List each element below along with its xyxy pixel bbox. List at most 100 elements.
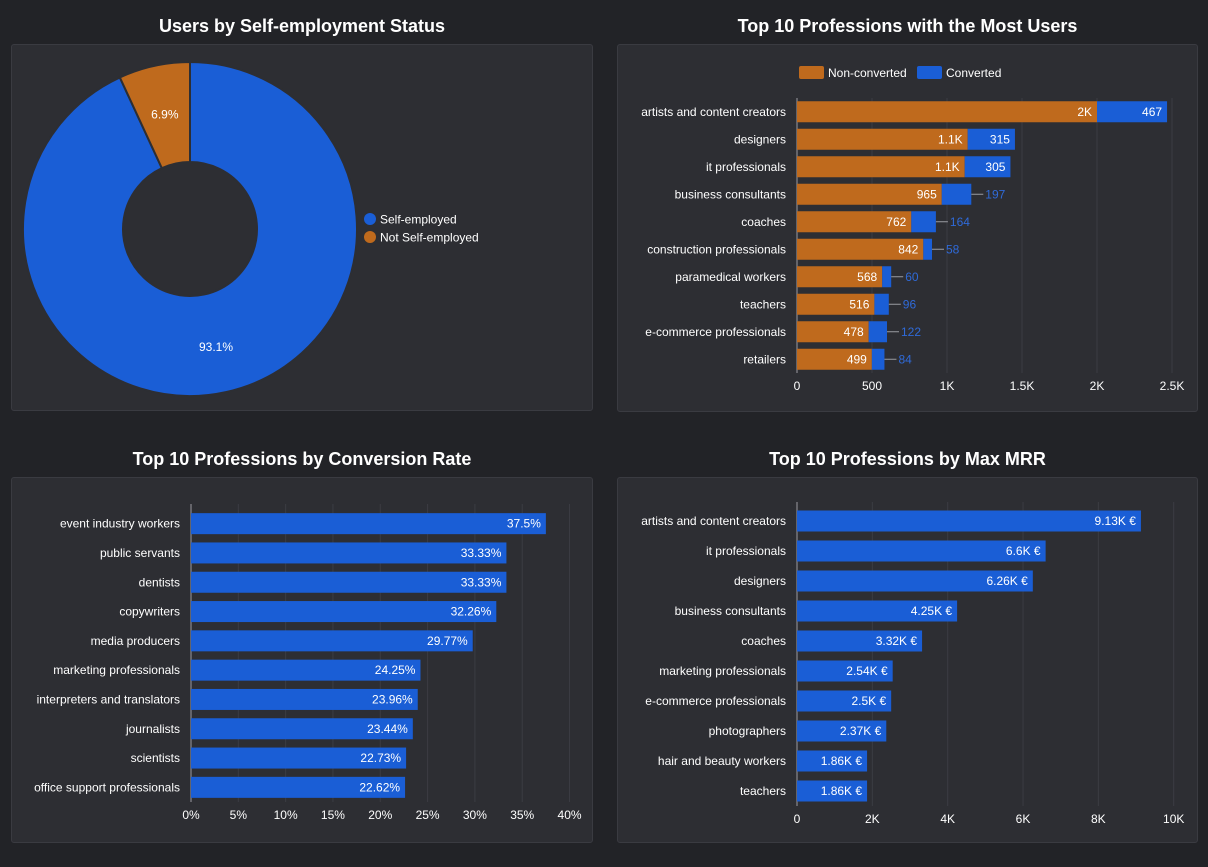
bar[interactable] [797, 720, 887, 742]
bar[interactable] [191, 513, 546, 535]
category-label: it professionals [706, 544, 786, 558]
bar[interactable] [191, 542, 507, 564]
bar[interactable] [797, 780, 868, 802]
bar-converted[interactable] [941, 183, 972, 205]
category-label: marketing professionals [659, 664, 786, 678]
chart-title-self-employment: Users by Self-employment Status [158, 16, 446, 36]
bar-non-converted[interactable] [797, 101, 1097, 123]
legend-label-not-self-employed[interactable]: Not Self-employed [380, 231, 479, 245]
category-label: copywriters [119, 605, 180, 619]
x-tick-label: 30% [463, 808, 487, 822]
bar-converted[interactable] [874, 293, 889, 315]
bar-converted[interactable] [1097, 101, 1168, 123]
bar-value-label: 197 [985, 187, 1005, 201]
x-tick-label: 6K [1016, 812, 1031, 826]
bar-non-converted[interactable] [797, 348, 872, 370]
x-tick-label: 5% [230, 808, 248, 822]
bar-value-label: 84 [898, 352, 912, 366]
category-label: paramedical workers [675, 270, 786, 284]
category-label: coaches [741, 634, 786, 648]
donut-chart: 93.1% 6.9% Self-employed Not Self-employ… [22, 60, 479, 397]
category-label: retailers [743, 352, 786, 366]
bar-converted[interactable] [964, 156, 1011, 178]
category-label: e-commerce professionals [645, 694, 786, 708]
bar-value-label: 516 [849, 297, 869, 311]
bar[interactable] [191, 776, 406, 798]
bar-non-converted[interactable] [797, 321, 869, 343]
bar-non-converted[interactable] [797, 128, 968, 150]
bar[interactable] [191, 571, 507, 593]
bar-value-label: 22.62% [359, 780, 400, 794]
bar-value-label: 762 [886, 215, 906, 229]
slice-label-self-employed: 93.1% [199, 340, 233, 354]
legend-label-converted[interactable]: Converted [946, 66, 1001, 80]
legend-label-self-employed[interactable]: Self-employed [380, 213, 457, 227]
bar[interactable] [797, 540, 1046, 562]
panel-top-professions-users: Non-converted Converted 0 500 1K 1.5K 2K 2.5K… [617, 44, 1198, 412]
bar-value-label: 96 [903, 297, 917, 311]
bar[interactable] [191, 718, 413, 740]
bar[interactable] [797, 510, 1141, 532]
legend-label-non-converted[interactable]: Non-converted [828, 66, 907, 80]
x-tick-label: 10K [1163, 812, 1184, 826]
bar[interactable] [191, 659, 421, 681]
category-label: designers [734, 132, 786, 146]
bar[interactable] [797, 570, 1033, 592]
x-tick-label: 20% [368, 808, 392, 822]
bar-converted[interactable] [868, 321, 887, 343]
x-tick-label: 2K [865, 812, 880, 826]
x-tick-label: 1K [940, 379, 955, 393]
bar-non-converted[interactable] [797, 238, 924, 260]
bar-non-converted[interactable] [797, 293, 875, 315]
bar-converted[interactable] [882, 266, 892, 288]
category-label: coaches [741, 215, 786, 229]
bar[interactable] [191, 688, 418, 710]
bar[interactable] [797, 660, 893, 682]
bar-chart-max-mrr: 0 2K 4K 6K 8K 10K artists and content creators… [641, 502, 1184, 826]
category-label: teachers [740, 784, 786, 798]
bar[interactable] [797, 630, 923, 652]
bar-value-label: 1.1K [935, 160, 960, 174]
bar[interactable] [191, 747, 407, 769]
bar-converted[interactable] [923, 238, 932, 260]
bar[interactable] [797, 690, 892, 712]
x-tick-label: 15% [321, 808, 345, 822]
bar[interactable] [797, 750, 868, 772]
bar-value-label: 499 [847, 352, 867, 366]
x-tick-label: 35% [510, 808, 534, 822]
bar-value-label: 305 [985, 160, 1005, 174]
category-label: interpreters and translators [37, 692, 180, 706]
bar-converted[interactable] [967, 128, 1015, 150]
bar-value-label: 164 [950, 215, 970, 229]
bar-value-label: 965 [917, 187, 937, 201]
bar-value-label: 1.86K € [821, 754, 863, 768]
bar[interactable] [191, 601, 497, 623]
category-label: teachers [740, 297, 786, 311]
bar-non-converted[interactable] [797, 183, 942, 205]
bar-non-converted[interactable] [797, 156, 965, 178]
bar[interactable] [797, 600, 958, 622]
bar-value-label: 24.25% [375, 663, 416, 677]
category-label: dentists [139, 575, 180, 589]
x-tick-label: 2.5K [1160, 379, 1185, 393]
x-tick-label: 4K [940, 812, 955, 826]
category-label: it professionals [706, 160, 786, 174]
bar-value-label: 467 [1142, 105, 1162, 119]
x-tick-label: 8K [1091, 812, 1106, 826]
bar-converted[interactable] [911, 211, 936, 233]
category-label: marketing professionals [53, 663, 180, 677]
legend-marker-self-employed [364, 213, 376, 225]
bar-value-label: 4.25K € [911, 604, 953, 618]
bar-value-label: 23.44% [367, 722, 408, 736]
bar-value-label: 1.86K € [821, 784, 863, 798]
bar-converted[interactable] [871, 348, 885, 370]
bar[interactable] [191, 630, 473, 652]
bar-non-converted[interactable] [797, 211, 912, 233]
slice-not-self-employed[interactable] [118, 60, 191, 170]
category-label: scientists [131, 751, 180, 765]
slice-self-employed[interactable] [22, 60, 358, 397]
bar-value-label: 2K [1077, 105, 1092, 119]
bar-non-converted[interactable] [797, 266, 883, 288]
bar-value-label: 6.26K € [986, 574, 1028, 588]
panel-max-mrr: 0 2K 4K 6K 8K 10K artists and content creators… [617, 477, 1198, 843]
